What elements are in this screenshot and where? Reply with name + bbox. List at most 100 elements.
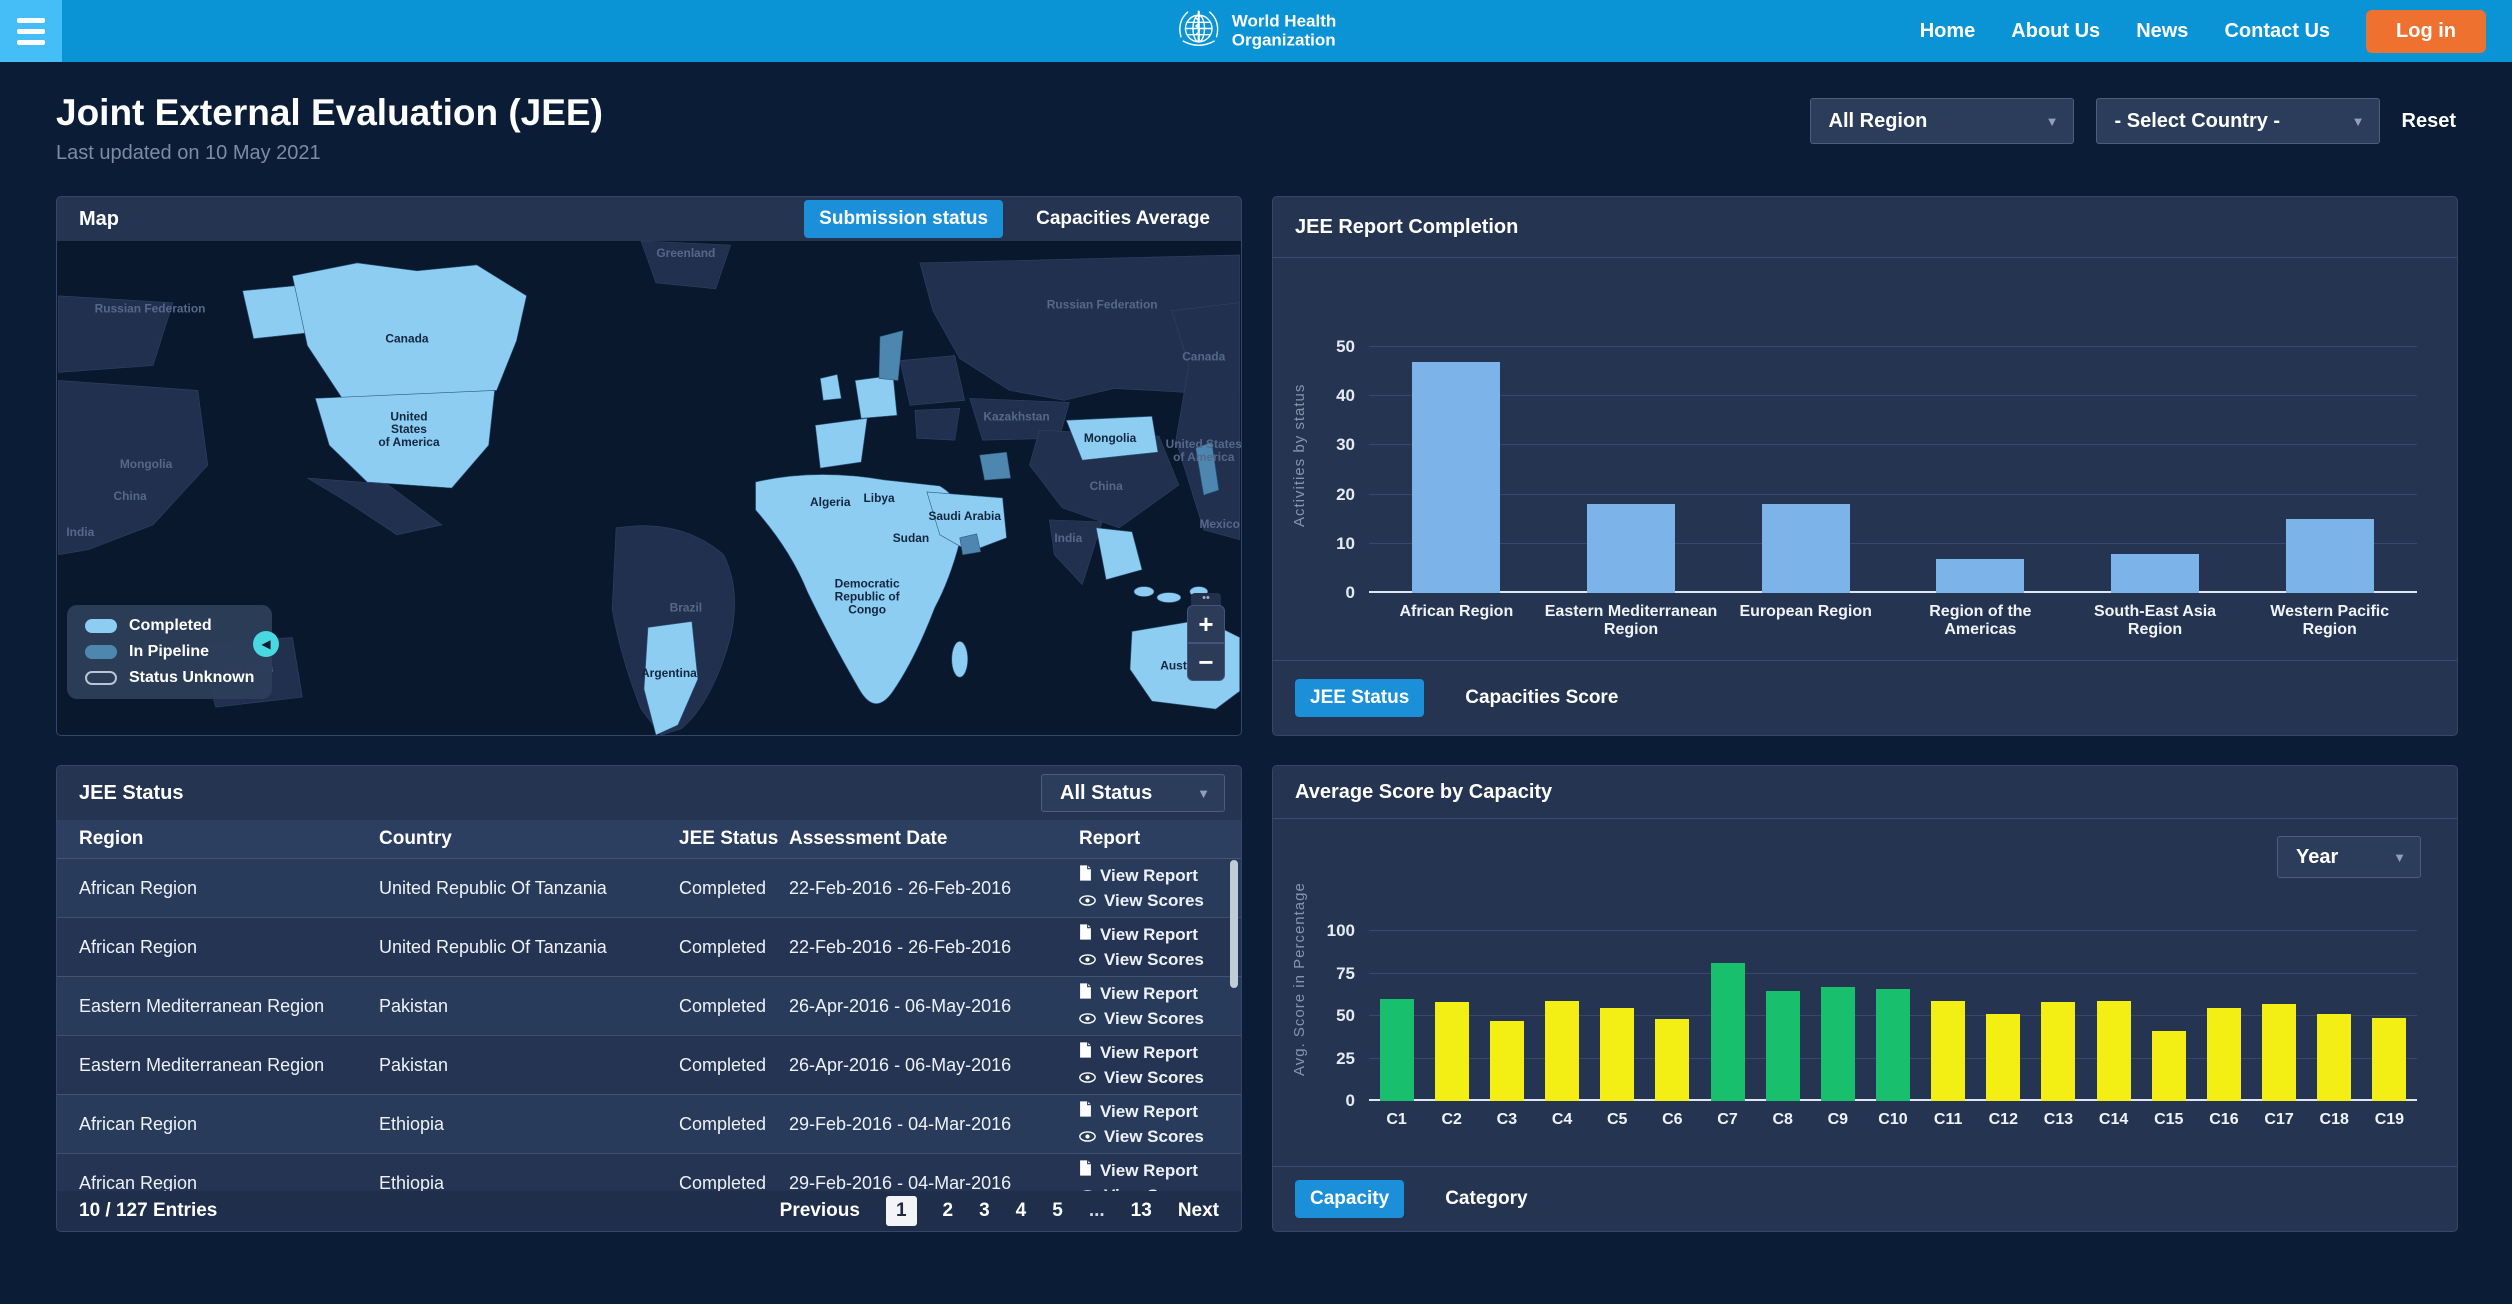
country-filter-select[interactable]: - Select Country - ▼ bbox=[2095, 98, 2380, 144]
bar-western-pacific-region[interactable] bbox=[2285, 519, 2374, 593]
document-icon bbox=[1079, 924, 1092, 945]
zoom-handle[interactable]: •• bbox=[1191, 593, 1221, 605]
bar-eastern-mediterranean-region[interactable] bbox=[1587, 504, 1675, 593]
capacity-toggle[interactable]: Capacity bbox=[1295, 1180, 1405, 1218]
y-tick-100: 100 bbox=[1326, 921, 1355, 940]
year-filter-select[interactable]: Year ▼ bbox=[2277, 836, 2421, 878]
legend-collapse-button[interactable]: ◀ bbox=[253, 631, 279, 657]
status-filter-select[interactable]: All Status ▼ bbox=[1041, 774, 1225, 812]
y-tick-0: 0 bbox=[1345, 583, 1355, 602]
view-scores-link[interactable]: View Scores bbox=[1079, 1009, 1241, 1029]
nav-item-contact-us[interactable]: Contact Us bbox=[2224, 19, 2331, 42]
bar-c3[interactable] bbox=[1489, 1021, 1524, 1101]
view-scores-link[interactable]: View Scores bbox=[1079, 891, 1241, 911]
page-button-1[interactable]: 1 bbox=[885, 1196, 917, 1226]
view-scores-link[interactable]: View Scores bbox=[1079, 1068, 1241, 1088]
bar-c15[interactable] bbox=[2151, 1031, 2186, 1101]
bar-c14[interactable] bbox=[2096, 1000, 2131, 1101]
view-report-link[interactable]: View Report bbox=[1079, 1042, 1241, 1063]
bar-african-region[interactable] bbox=[1412, 361, 1501, 593]
status-cell: Completed bbox=[679, 936, 767, 957]
previous-page-button[interactable]: Previous bbox=[779, 1200, 860, 1221]
world-map[interactable]: Russian Federation Russian Federation Gree… bbox=[57, 241, 1241, 735]
map-label-canada: Canada bbox=[385, 332, 428, 346]
nav-item-home[interactable]: Home bbox=[1919, 19, 1976, 42]
x-label-western-pacific-region: Western Pacific Region bbox=[2270, 603, 2390, 638]
jee-status-toggle[interactable]: JEE Status bbox=[1295, 679, 1425, 717]
x-label-c11: C11 bbox=[1933, 1111, 1963, 1128]
who-brand[interactable]: World Health Organization bbox=[1176, 6, 1336, 57]
capacities-average-toggle[interactable]: Capacities Average bbox=[1036, 208, 1210, 229]
view-scores-link[interactable]: View Scores bbox=[1079, 950, 1241, 970]
map-label-united-states: United States of America bbox=[1166, 437, 1241, 464]
bar-c10[interactable] bbox=[1875, 988, 1910, 1101]
bar-c5[interactable] bbox=[1600, 1007, 1635, 1101]
report-cell: View Report View Scores bbox=[1079, 1160, 1241, 1191]
page-button-13[interactable]: 13 bbox=[1130, 1200, 1152, 1221]
legend-label: Status Unknown bbox=[129, 669, 255, 686]
table-scrollbar[interactable] bbox=[1230, 860, 1238, 988]
gridline-100 bbox=[1369, 930, 2417, 931]
avg-score-chart: 0 25 50 75 100 bbox=[1327, 921, 2417, 1110]
bar-c1[interactable] bbox=[1379, 999, 1414, 1101]
view-report-link[interactable]: View Report bbox=[1079, 1160, 1241, 1181]
bar-c12[interactable] bbox=[1986, 1014, 2021, 1101]
bar-c18[interactable] bbox=[2317, 1014, 2352, 1101]
page-button-2[interactable]: 2 bbox=[942, 1200, 954, 1221]
hamburger-menu-icon[interactable] bbox=[0, 0, 62, 62]
bar-slot bbox=[2307, 931, 2362, 1101]
zoom-in-button[interactable]: + bbox=[1187, 605, 1225, 643]
view-report-link[interactable]: View Report bbox=[1079, 1101, 1241, 1122]
view-report-link[interactable]: View Report bbox=[1079, 983, 1241, 1004]
bar-c2[interactable] bbox=[1434, 1002, 1469, 1101]
bar-south-east-asia-region[interactable] bbox=[2111, 553, 2200, 593]
x-label-european-region: European Region bbox=[1739, 603, 1872, 620]
bar-c8[interactable] bbox=[1765, 990, 1800, 1101]
bar-c19[interactable] bbox=[2372, 1017, 2407, 1101]
next-page-button[interactable]: Next bbox=[1177, 1200, 1219, 1221]
page-button-5[interactable]: 5 bbox=[1052, 1200, 1063, 1221]
bars bbox=[1369, 931, 2417, 1101]
page-button-3[interactable]: 3 bbox=[979, 1200, 990, 1221]
bar-slot bbox=[1718, 347, 1893, 593]
bar-c9[interactable] bbox=[1820, 987, 1855, 1101]
bar-c7[interactable] bbox=[1710, 963, 1745, 1101]
bar-slot bbox=[1865, 931, 1920, 1101]
page-title: Joint External Evaluation (JEE) bbox=[56, 92, 603, 133]
bar-region-of-the-americas[interactable] bbox=[1936, 558, 2025, 593]
bar-c16[interactable] bbox=[2206, 1007, 2241, 1101]
map-label-china: China bbox=[114, 489, 148, 503]
view-scores-link[interactable]: View Scores bbox=[1079, 1186, 1241, 1191]
status-cell: Completed bbox=[679, 877, 767, 898]
capacities-score-toggle[interactable]: Capacities Score bbox=[1465, 687, 1619, 708]
submission-status-toggle[interactable]: Submission status bbox=[804, 200, 1004, 238]
column-header-report: Report bbox=[1079, 828, 1141, 849]
category-toggle[interactable]: Category bbox=[1445, 1188, 1528, 1209]
page-button-4[interactable]: 4 bbox=[1015, 1200, 1027, 1221]
bar-european-region[interactable] bbox=[1761, 504, 1850, 593]
zoom-out-button[interactable]: − bbox=[1187, 643, 1225, 681]
view-report-link[interactable]: View Report bbox=[1079, 924, 1241, 945]
bar-c13[interactable] bbox=[2041, 1002, 2076, 1101]
nav-item-about-us[interactable]: About Us bbox=[2011, 19, 2101, 42]
bar-slot bbox=[1893, 347, 2068, 593]
pagination: Previous 1 2 3 4 5... 13 Next bbox=[780, 1196, 1219, 1226]
bar-c4[interactable] bbox=[1545, 1000, 1580, 1101]
nav-item-news[interactable]: News bbox=[2136, 19, 2189, 42]
login-button[interactable]: Log in bbox=[2366, 9, 2486, 53]
bar-c17[interactable] bbox=[2262, 1004, 2297, 1101]
country-cell: Pakistan bbox=[379, 995, 449, 1016]
x-label-c18: C18 bbox=[2319, 1111, 2349, 1128]
bars bbox=[1369, 347, 2417, 593]
view-scores-link[interactable]: View Scores bbox=[1079, 1127, 1241, 1147]
map-legend: Completed In Pipeline Status Unknown bbox=[67, 605, 273, 699]
bar-c6[interactable] bbox=[1655, 1019, 1690, 1101]
document-icon bbox=[1079, 865, 1092, 886]
view-report-link[interactable]: View Report bbox=[1079, 865, 1241, 886]
bar-c11[interactable] bbox=[1931, 1000, 1966, 1101]
bar-slot bbox=[2141, 931, 2196, 1101]
reset-button[interactable]: Reset bbox=[2401, 109, 2456, 132]
gridline-50 bbox=[1369, 346, 2417, 347]
region-filter-select[interactable]: All Region ▼ bbox=[1809, 98, 2074, 144]
